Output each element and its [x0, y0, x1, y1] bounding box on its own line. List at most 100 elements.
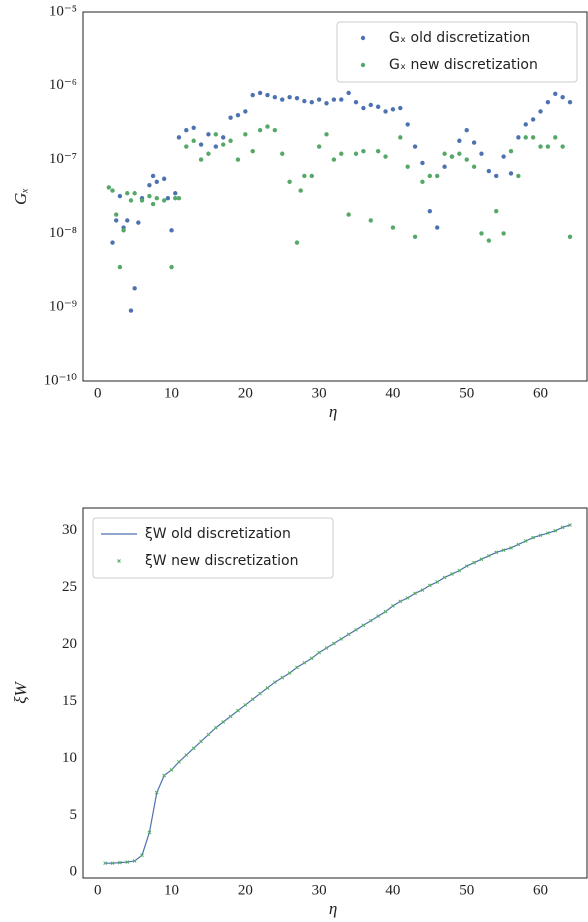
point	[150, 173, 156, 179]
point	[538, 109, 543, 114]
marker	[538, 533, 543, 538]
marker	[236, 708, 240, 713]
marker	[339, 637, 344, 641]
point	[294, 95, 300, 101]
point	[464, 128, 469, 133]
x-axis-label: η	[329, 402, 337, 421]
legend-key	[117, 559, 121, 563]
point	[128, 308, 134, 313]
marker	[420, 588, 425, 592]
x-tick-label: 40	[385, 385, 400, 401]
marker	[147, 830, 152, 835]
x-tick-label: 10	[164, 882, 179, 898]
point	[176, 135, 182, 140]
point	[368, 218, 373, 223]
marker	[243, 703, 248, 707]
y-tick-label: 15	[62, 693, 77, 709]
point	[567, 99, 573, 105]
point	[368, 102, 373, 108]
x-tick-label: 0	[94, 882, 102, 898]
legend-label: ξW new discretization	[145, 553, 298, 569]
point	[479, 151, 484, 156]
marker	[487, 553, 491, 558]
marker	[479, 557, 484, 562]
marker	[435, 580, 440, 584]
point	[110, 240, 115, 245]
point	[206, 151, 211, 156]
point	[150, 201, 156, 207]
point	[136, 220, 141, 225]
y-tick-label: 25	[62, 579, 77, 595]
point	[553, 135, 558, 140]
point	[538, 144, 543, 149]
y-tick-label: 10⁻⁵	[49, 3, 77, 19]
point	[420, 179, 425, 185]
x-tick-label: 30	[312, 882, 327, 898]
point	[132, 191, 137, 196]
x-tick-label: 20	[238, 385, 253, 401]
marker	[191, 746, 196, 751]
point	[147, 182, 152, 188]
marker	[546, 531, 550, 535]
point	[361, 148, 366, 154]
point	[173, 195, 178, 201]
marker	[154, 790, 159, 795]
marker	[450, 572, 454, 576]
point	[494, 173, 499, 179]
point	[147, 193, 152, 199]
point	[435, 225, 440, 230]
legend-key	[360, 62, 366, 68]
point	[272, 95, 278, 100]
marker	[228, 714, 233, 719]
y-tick-label: 20	[62, 636, 77, 652]
marker	[509, 545, 513, 550]
marker	[361, 623, 366, 628]
point	[412, 144, 418, 149]
point	[508, 148, 514, 154]
point	[560, 144, 565, 149]
point	[294, 240, 300, 245]
point	[427, 208, 433, 214]
marker	[206, 732, 211, 737]
point	[184, 128, 189, 133]
point	[486, 168, 492, 174]
point	[125, 218, 130, 223]
x-tick-label: 50	[459, 882, 474, 898]
marker	[162, 773, 167, 778]
point	[121, 228, 126, 233]
point	[516, 173, 521, 179]
point	[213, 132, 219, 137]
marker	[324, 646, 329, 650]
point	[427, 173, 433, 179]
point	[280, 151, 285, 156]
marker	[221, 720, 226, 724]
point	[154, 195, 159, 201]
point	[405, 164, 410, 169]
point	[442, 151, 447, 156]
point	[125, 191, 130, 196]
marker	[405, 596, 410, 600]
point	[353, 151, 359, 156]
point	[530, 135, 536, 140]
point	[250, 148, 255, 154]
marker	[250, 697, 255, 702]
point	[339, 151, 344, 156]
marker	[287, 671, 292, 675]
point	[106, 185, 112, 190]
x-tick-label: 50	[459, 385, 474, 401]
point	[516, 135, 521, 140]
point	[405, 122, 410, 127]
x-axis-label: η	[329, 899, 337, 918]
point	[398, 105, 403, 111]
point	[228, 138, 233, 143]
point	[173, 191, 178, 196]
point	[486, 238, 492, 243]
marker	[354, 627, 358, 632]
point	[161, 176, 167, 181]
point	[302, 173, 307, 179]
point	[117, 193, 123, 199]
marker	[169, 767, 174, 772]
y-tick-label: 10⁻⁸	[49, 225, 77, 241]
